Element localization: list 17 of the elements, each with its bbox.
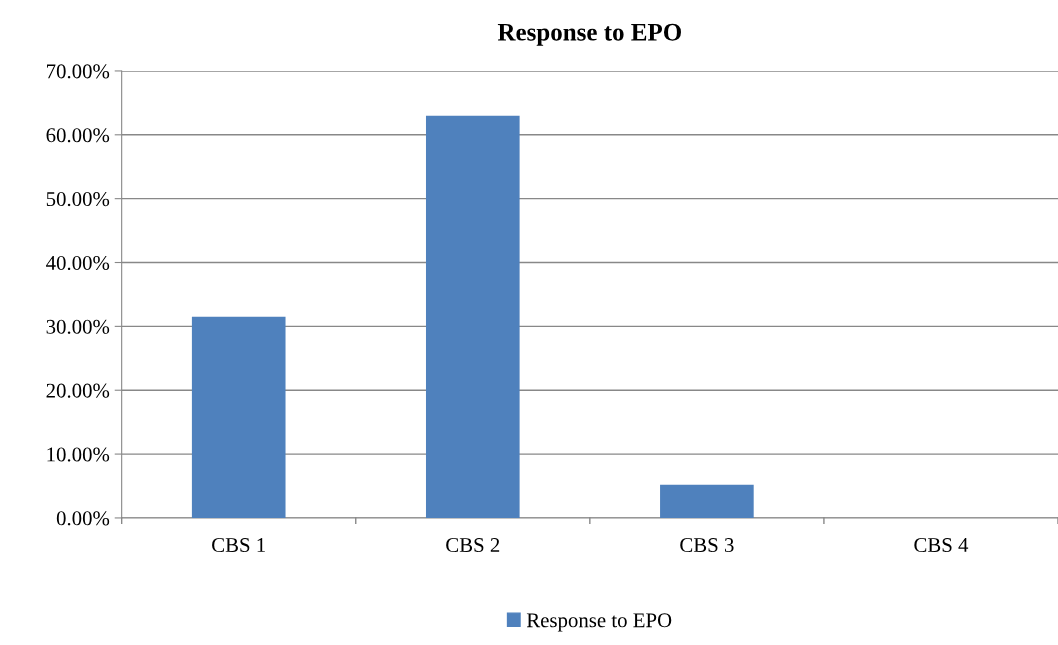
x-tick-label: CBS 4 <box>914 538 969 553</box>
y-tick-label: 0.00% <box>56 511 110 526</box>
y-tick-label: 60.00% <box>46 128 110 143</box>
legend-label: Response to EPO <box>526 613 672 632</box>
y-tick-label: 50.00% <box>46 192 110 207</box>
x-tick-label: CBS 1 <box>212 538 265 553</box>
y-tick-label: 10.00% <box>47 447 110 462</box>
x-tick-label: CBS 3 <box>680 538 734 553</box>
y-tick-label: 20.00% <box>46 383 110 398</box>
y-tick-label: 40.00% <box>46 255 110 271</box>
bar <box>660 484 754 518</box>
y-tick-label: 30.00% <box>46 319 110 334</box>
x-tick-label: CBS 2 <box>446 538 500 553</box>
y-tick-label: 70.00% <box>47 64 110 79</box>
chart-title: Response to EPO <box>497 23 681 46</box>
bar <box>425 115 520 518</box>
bar <box>191 316 286 518</box>
